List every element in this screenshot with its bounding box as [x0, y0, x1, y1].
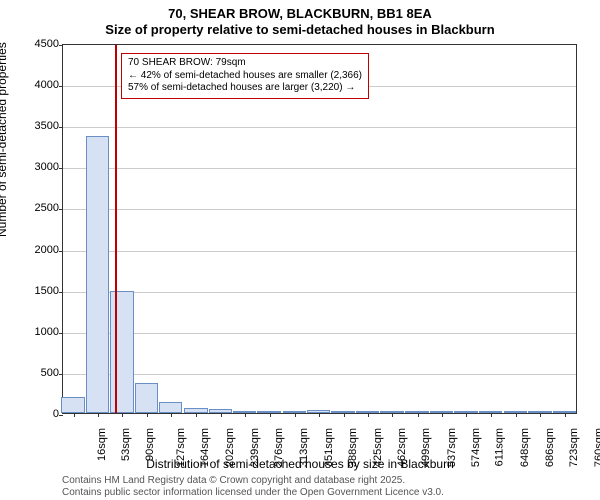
y-axis-label: Number of semi-detached properties [0, 42, 9, 237]
ytick-label: 3000 [9, 161, 59, 173]
histogram-bar [135, 383, 158, 413]
xtick-label: 537sqm [446, 428, 458, 467]
xtick-mark [221, 413, 222, 417]
xtick-mark [344, 413, 345, 417]
xtick-label: 388sqm [347, 428, 359, 467]
annotation-line1: 70 SHEAR BROW: 79sqm [128, 57, 362, 70]
annotation-line3: 57% of semi-detached houses are larger (… [128, 82, 362, 95]
xtick-mark [171, 413, 172, 417]
xtick-mark [392, 413, 393, 417]
xtick-mark [442, 413, 443, 417]
xtick-mark [98, 413, 99, 417]
xtick-label: 499sqm [421, 428, 433, 467]
grid-line [63, 168, 576, 169]
xtick-label: 723sqm [569, 428, 581, 467]
xtick-mark [319, 413, 320, 417]
property-marker-line [115, 45, 117, 413]
grid-line [63, 209, 576, 210]
footer-text-1: Contains HM Land Registry data © Crown c… [62, 475, 405, 486]
ytick-label: 2500 [9, 202, 59, 214]
xtick-mark [540, 413, 541, 417]
ytick-mark [59, 251, 63, 252]
xtick-label: 239sqm [249, 428, 261, 467]
ytick-label: 1000 [9, 326, 59, 338]
ytick-label: 1500 [9, 285, 59, 297]
xtick-label: 648sqm [519, 428, 531, 467]
ytick-mark [59, 45, 63, 46]
chart-title-line2: Size of property relative to semi-detach… [0, 22, 600, 37]
xtick-label: 90sqm [144, 428, 156, 461]
chart-title-line1: 70, SHEAR BROW, BLACKBURN, BB1 8EA [0, 6, 600, 21]
ytick-mark [59, 374, 63, 375]
ytick-label: 500 [9, 367, 59, 379]
xtick-mark [147, 413, 148, 417]
xtick-label: 313sqm [298, 428, 310, 467]
ytick-label: 3500 [9, 120, 59, 132]
xtick-mark [466, 413, 467, 417]
xtick-mark [516, 413, 517, 417]
annotation-box: 70 SHEAR BROW: 79sqm← 42% of semi-detach… [121, 53, 369, 99]
ytick-label: 4000 [9, 79, 59, 91]
xtick-mark [74, 413, 75, 417]
ytick-mark [59, 292, 63, 293]
xtick-mark [491, 413, 492, 417]
grid-line [63, 127, 576, 128]
xtick-label: 462sqm [396, 428, 408, 467]
footer-text-2: Contains public sector information licen… [62, 487, 444, 498]
histogram-bar [61, 397, 84, 413]
plot-area: 70 SHEAR BROW: 79sqm← 42% of semi-detach… [62, 44, 577, 414]
xtick-mark [368, 413, 369, 417]
xtick-mark [270, 413, 271, 417]
ytick-label: 0 [9, 408, 59, 420]
ytick-mark [59, 86, 63, 87]
xtick-label: 574sqm [470, 428, 482, 467]
xtick-label: 276sqm [273, 428, 285, 467]
chart-container: 70, SHEAR BROW, BLACKBURN, BB1 8EA Size … [0, 0, 600, 500]
histogram-bar [110, 291, 133, 413]
ytick-mark [59, 333, 63, 334]
xtick-mark [245, 413, 246, 417]
xtick-mark [418, 413, 419, 417]
grid-line [63, 333, 576, 334]
xtick-mark [295, 413, 296, 417]
xtick-label: 127sqm [175, 428, 187, 467]
xtick-mark [122, 413, 123, 417]
xtick-label: 164sqm [199, 428, 211, 467]
histogram-bar [159, 402, 182, 413]
ytick-label: 4500 [9, 38, 59, 50]
ytick-mark [59, 127, 63, 128]
xtick-label: 351sqm [323, 428, 335, 467]
xtick-label: 53sqm [120, 428, 132, 461]
xtick-label: 202sqm [225, 428, 237, 467]
grid-line [63, 374, 576, 375]
xtick-label: 611sqm [494, 428, 506, 466]
ytick-mark [59, 415, 63, 416]
xtick-mark [565, 413, 566, 417]
grid-line [63, 292, 576, 293]
ytick-mark [59, 168, 63, 169]
ytick-mark [59, 209, 63, 210]
xtick-label: 760sqm [593, 428, 600, 467]
annotation-line2: ← 42% of semi-detached houses are smalle… [128, 70, 362, 83]
histogram-bar [86, 136, 109, 413]
grid-line [63, 251, 576, 252]
xtick-label: 425sqm [372, 428, 384, 467]
ytick-label: 2000 [9, 244, 59, 256]
xtick-label: 16sqm [96, 428, 108, 461]
xtick-label: 686sqm [544, 428, 556, 467]
xtick-mark [196, 413, 197, 417]
